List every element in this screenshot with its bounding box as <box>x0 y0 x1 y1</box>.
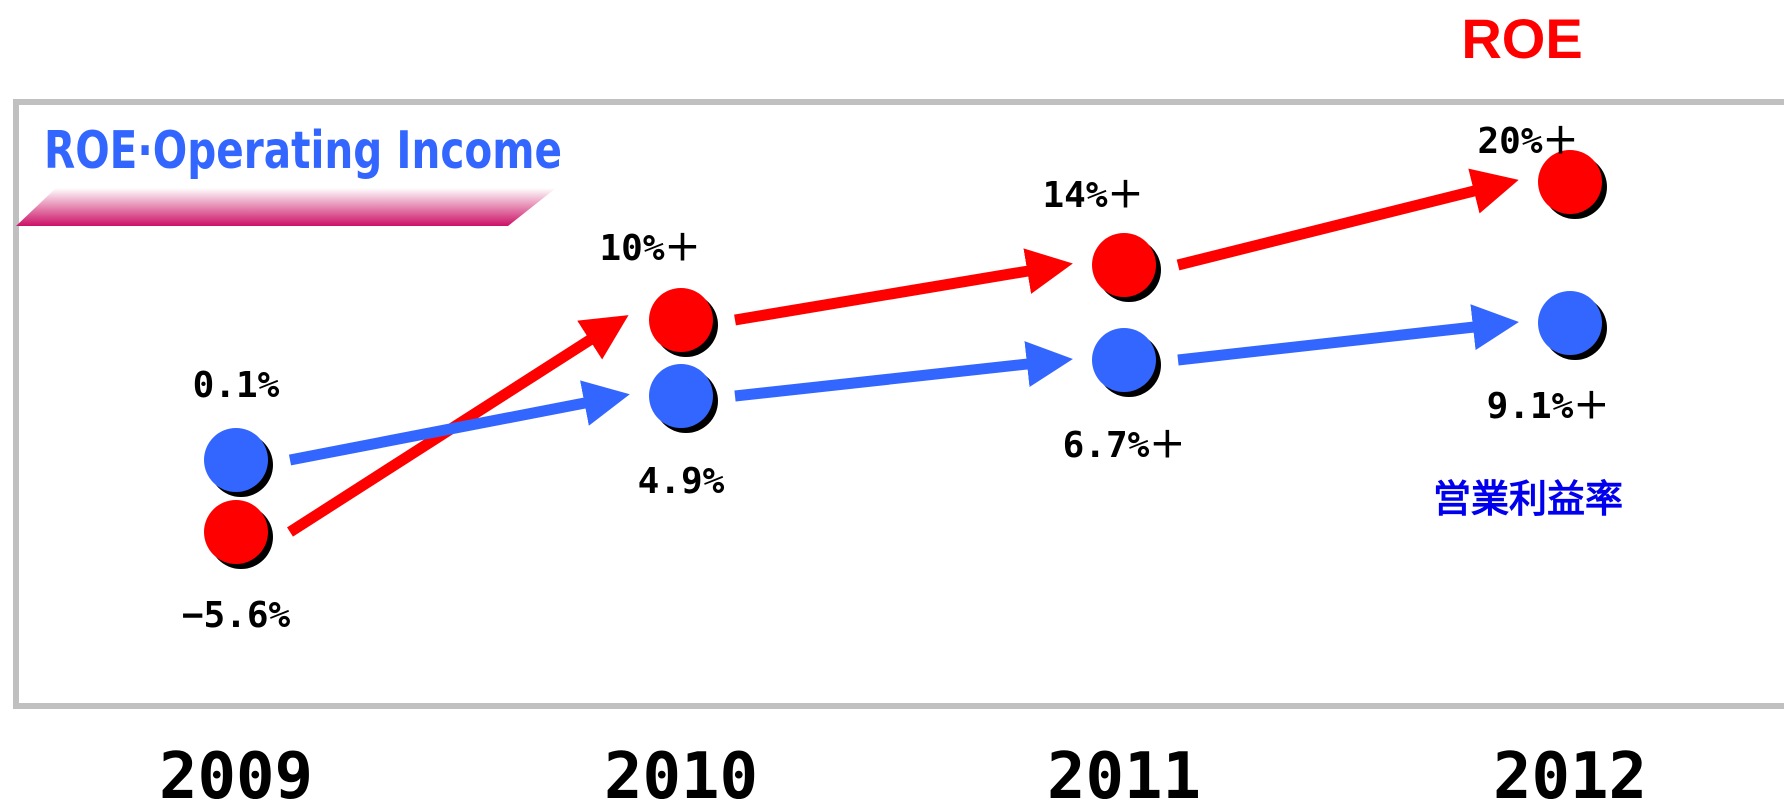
chart-title: ROE·Operating Income <box>44 121 562 181</box>
arrows-layer <box>287 168 1519 537</box>
data-point-roe-2009 <box>204 500 273 569</box>
data-point-operating-margin-2012 <box>1538 291 1607 360</box>
x-tick-label-2009: 2009 <box>159 740 313 808</box>
data-label-roe-2012: 20%＋ <box>1477 121 1578 162</box>
data-point-roe-2011 <box>1092 233 1161 302</box>
arrow-operating-margin-0 <box>288 380 630 466</box>
data-point-roe-2010 <box>649 288 718 357</box>
points-layer <box>204 150 1607 569</box>
data-point-operating-margin-2011 <box>1092 328 1161 397</box>
data-label-roe-2010: 10%＋ <box>599 228 700 269</box>
legend-roe-label: ROE <box>1461 7 1582 70</box>
x-tick-label-2010: 2010 <box>604 740 758 808</box>
title-banner <box>16 188 556 226</box>
x-tick-label-2012: 2012 <box>1493 740 1647 808</box>
x-axis-labels: 2009 2010 2011 2012 <box>159 740 1647 808</box>
labels-layer: −5.6% 10%＋ 14%＋ 20%＋ 0.1% 4.9% 6.7%＋ 9.1%＋ <box>182 121 1610 636</box>
data-point-roe-2012 <box>1538 150 1607 219</box>
data-label-operating-margin-2010: 4.9% <box>638 461 725 502</box>
data-label-operating-margin-2012: 9.1%＋ <box>1487 386 1610 427</box>
arrow-roe-2 <box>1176 168 1519 271</box>
x-tick-label-2011: 2011 <box>1047 740 1201 808</box>
chart-frame <box>13 99 1784 709</box>
arrow-operating-margin-1 <box>734 341 1073 402</box>
data-label-operating-margin-2009: 0.1% <box>193 365 280 406</box>
data-label-roe-2009: −5.6% <box>182 595 291 636</box>
data-point-operating-margin-2009 <box>204 428 273 497</box>
legend-operating-margin-label: 営業利益率 <box>1433 477 1623 521</box>
data-label-roe-2011: 14%＋ <box>1042 175 1143 216</box>
arrow-roe-1 <box>734 248 1073 326</box>
arrow-operating-margin-2 <box>1177 304 1519 366</box>
data-label-operating-margin-2011: 6.7%＋ <box>1063 425 1186 466</box>
data-point-operating-margin-2010 <box>649 364 718 433</box>
